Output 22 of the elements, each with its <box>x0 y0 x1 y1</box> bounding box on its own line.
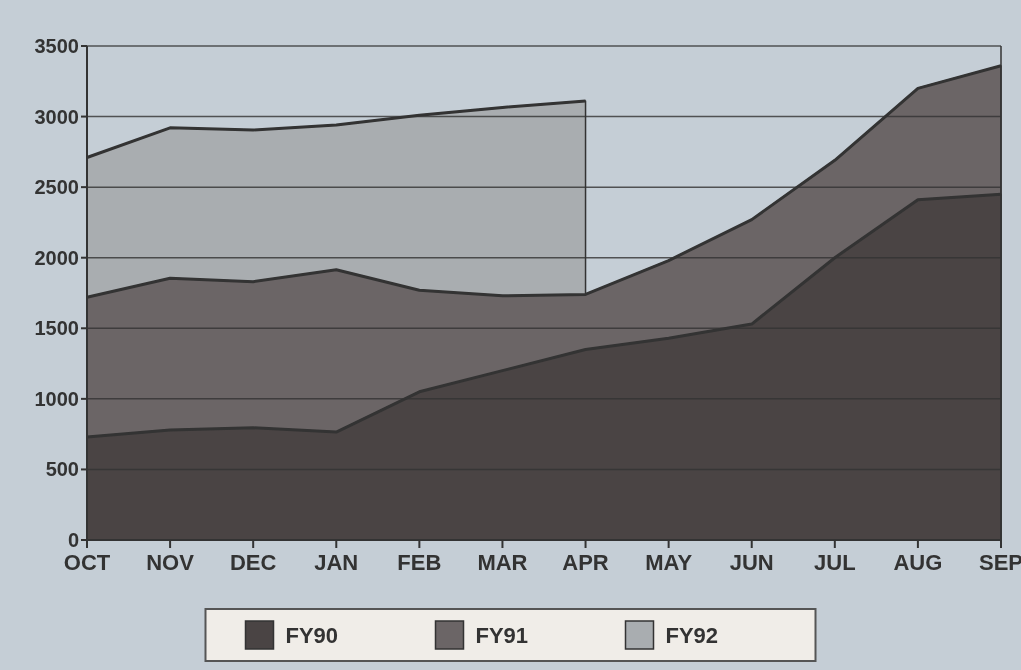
x-tick-label: JAN <box>314 550 359 575</box>
x-tick-label: DEC <box>229 550 277 575</box>
legend-label: FY92 <box>665 622 719 648</box>
x-tick-label: JUN <box>729 550 774 575</box>
y-tick-label: 3500 <box>34 35 79 57</box>
legend-label: FY90 <box>285 622 339 648</box>
x-tick-label: JUL <box>814 550 856 575</box>
x-tick-label: AUG <box>893 550 943 575</box>
legend-label: FY91 <box>475 622 529 648</box>
x-tick-label: NOV <box>146 550 195 575</box>
y-tick-label: 500 <box>45 458 79 481</box>
x-tick-label: MAR <box>477 550 528 575</box>
x-tick-label: MAY <box>645 550 693 575</box>
x-tick-label: APR <box>562 550 609 575</box>
y-tick-label: 0 <box>67 529 79 551</box>
x-tick-label: FEB <box>397 550 442 575</box>
y-tick-label: 2500 <box>34 176 79 199</box>
x-tick-label: OCT <box>63 550 111 575</box>
y-tick-label: 2000 <box>34 246 79 269</box>
y-tick-label: 1500 <box>34 317 79 340</box>
y-tick-label: 1000 <box>34 387 79 410</box>
y-tick-label: 3000 <box>34 105 79 128</box>
